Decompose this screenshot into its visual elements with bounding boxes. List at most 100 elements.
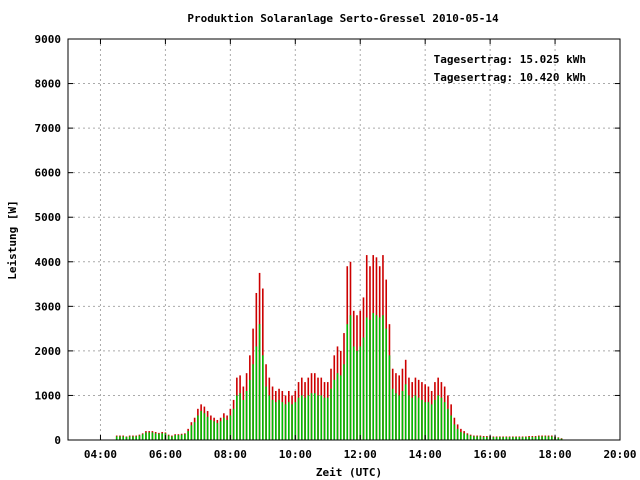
bar — [408, 395, 410, 440]
x-tick-label: 20:00 — [603, 448, 636, 461]
plot-frame — [67, 38, 621, 441]
bar — [362, 337, 365, 440]
bar — [148, 432, 150, 440]
y-tick-label: 8000 — [35, 78, 62, 91]
chart-title: Produktion Solaranlage Serto-Gressel 201… — [187, 12, 499, 25]
bar — [268, 395, 271, 440]
bar — [382, 315, 384, 440]
bar — [281, 402, 284, 440]
bar — [411, 397, 413, 440]
bar — [534, 436, 537, 440]
bar — [460, 431, 462, 440]
bar — [414, 395, 417, 440]
bar — [356, 350, 358, 440]
bar — [450, 415, 452, 440]
bar — [265, 386, 267, 440]
bar — [115, 436, 118, 440]
bar — [538, 436, 540, 440]
bar — [245, 390, 248, 440]
bar — [343, 364, 345, 440]
bar — [151, 432, 154, 440]
y-tick-label: 7000 — [35, 122, 62, 135]
bar — [430, 404, 433, 440]
bar — [320, 395, 323, 440]
bar — [294, 402, 297, 440]
bar — [190, 425, 193, 440]
bar — [531, 436, 534, 440]
bar — [417, 397, 420, 440]
bar — [135, 436, 137, 440]
x-tick-label: 14:00 — [409, 448, 442, 461]
bar — [145, 432, 147, 440]
bar — [193, 422, 196, 440]
bar — [525, 437, 527, 440]
bar — [158, 433, 160, 440]
y-tick-label: 1000 — [35, 389, 62, 402]
bar — [476, 436, 478, 440]
bar — [216, 423, 219, 440]
bars — [115, 255, 563, 440]
bar — [197, 415, 199, 440]
y-tick-label: 5000 — [35, 211, 62, 224]
bar — [249, 379, 251, 440]
bar — [323, 397, 326, 440]
bar — [473, 436, 475, 440]
bar — [223, 417, 225, 440]
bar — [122, 436, 124, 440]
bar — [154, 433, 157, 440]
bar — [518, 437, 521, 440]
bar — [187, 431, 189, 440]
bar — [541, 436, 543, 440]
bar — [258, 324, 261, 440]
bar — [557, 437, 560, 440]
bar — [288, 402, 290, 440]
bar — [466, 434, 469, 440]
bar — [206, 416, 209, 440]
bar — [469, 435, 472, 440]
bar — [262, 355, 264, 440]
bar — [424, 402, 426, 440]
bar — [453, 424, 456, 440]
y-tick-label: 2000 — [35, 345, 62, 358]
x-tick-labels: 04:00 06:00 08:00 10:00 12:00 14:00 16:00 18:00… — [84, 448, 637, 461]
bar — [456, 428, 459, 440]
bar — [271, 399, 274, 440]
bar — [313, 393, 316, 440]
legend: Tagesertrag: 15.025 kWh Tagesertrag: 10.… — [434, 53, 586, 84]
bar — [528, 436, 530, 440]
bar — [307, 395, 310, 440]
bar — [482, 436, 485, 440]
bar — [463, 433, 465, 440]
bar — [359, 346, 362, 440]
x-tick-label: 10:00 — [279, 448, 312, 461]
bar — [174, 435, 176, 440]
y-axis-label: Leistung [W] — [6, 200, 19, 279]
bar — [401, 390, 404, 440]
bar — [551, 436, 553, 440]
bar — [547, 436, 550, 440]
bar — [242, 399, 245, 440]
bar — [486, 436, 488, 440]
bar — [219, 421, 222, 440]
x-axis-label: Zeit (UTC) — [316, 466, 382, 479]
bar — [252, 364, 254, 440]
bar — [128, 436, 131, 440]
bar — [304, 397, 306, 440]
y-tick-label: 9000 — [35, 33, 62, 46]
bar — [385, 328, 388, 440]
bar — [229, 415, 232, 440]
bar — [521, 437, 524, 440]
x-tick-label: 06:00 — [149, 448, 182, 461]
bar — [161, 433, 163, 440]
bar — [505, 437, 508, 440]
bar — [560, 438, 563, 440]
bar — [336, 373, 339, 440]
bar — [346, 324, 349, 440]
bar — [434, 399, 436, 440]
bar — [440, 397, 443, 440]
bar — [317, 395, 319, 440]
bar — [171, 436, 173, 440]
x-tick-label: 18:00 — [538, 448, 571, 461]
bar — [398, 395, 400, 440]
